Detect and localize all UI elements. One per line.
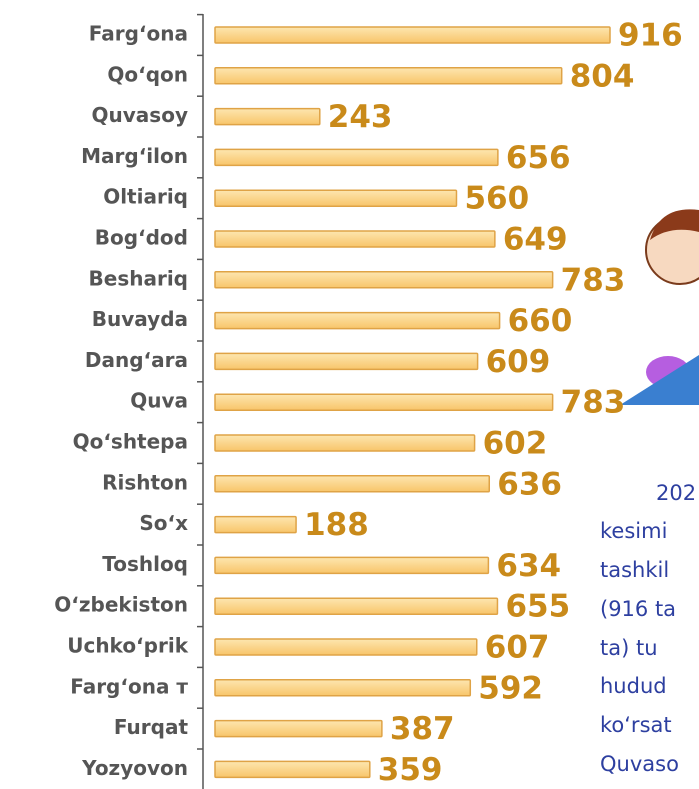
value-label: 609 (486, 344, 551, 380)
value-label: 636 (497, 466, 562, 502)
bar (214, 107, 321, 126)
body-text: Quvaso (600, 752, 679, 776)
category-label: Rishton (102, 470, 188, 494)
value-label: 649 (503, 222, 568, 258)
category-label: Fargʻona (89, 22, 188, 46)
value-label: 916 (618, 18, 683, 54)
category-label: Margʻilon (81, 144, 188, 168)
value-label: 592 (478, 670, 543, 706)
value-label: 660 (508, 303, 573, 339)
value-label: 804 (570, 58, 635, 94)
bar (214, 515, 297, 534)
value-label: 387 (390, 711, 455, 747)
body-text: tashkil (600, 558, 669, 582)
bar (214, 638, 478, 656)
category-label: Qoʻshtepa (73, 430, 188, 454)
bar (214, 434, 476, 452)
value-label: 359 (378, 752, 443, 788)
bar (214, 26, 611, 44)
value-label: 655 (505, 589, 570, 625)
category-label: Soʻx (139, 511, 188, 535)
body-text: 202 (656, 481, 696, 505)
body-text: koʻrsat (600, 713, 672, 737)
bar (214, 719, 383, 738)
category-label: Dangʻara (85, 348, 188, 372)
bar (214, 67, 563, 85)
bar (214, 271, 554, 289)
bar (214, 189, 458, 207)
category-label: Oltiariq (103, 185, 188, 209)
category-label: Yozyovon (81, 756, 188, 780)
category-label: Bogʻdod (95, 226, 188, 250)
value-label: 188 (304, 507, 369, 543)
bar (214, 597, 499, 615)
category-label: Furqat (114, 715, 189, 739)
category-label: Oʻzbekiston (54, 593, 188, 617)
bar (214, 148, 499, 167)
bar (214, 475, 491, 493)
body-text: (916 ta (600, 597, 676, 621)
value-label: 634 (496, 548, 561, 584)
value-label: 607 (485, 630, 550, 666)
bar (214, 679, 472, 697)
category-label: Fargʻona т (70, 674, 188, 698)
category-label: Qoʻqon (107, 62, 188, 86)
bar (214, 352, 479, 371)
category-label: Beshariq (89, 266, 188, 290)
category-label: Quvasoy (92, 103, 188, 127)
value-label: 783 (561, 262, 626, 298)
value-label: 783 (561, 385, 626, 421)
body-text: hudud (600, 674, 667, 698)
bar (214, 230, 496, 248)
bar (214, 556, 490, 575)
value-label: 243 (328, 99, 393, 135)
bar (214, 393, 554, 411)
body-text: kesimi (600, 519, 667, 543)
value-label: 602 (483, 426, 548, 462)
illustration (620, 209, 699, 405)
value-label: 560 (464, 181, 529, 217)
category-label: Toshloq (102, 552, 188, 576)
bar (214, 760, 371, 779)
category-label: Buvayda (92, 307, 188, 331)
category-label: Quva (130, 389, 188, 413)
body-text: ta) tu (600, 636, 658, 660)
value-label: 656 (506, 140, 571, 176)
bar (214, 311, 501, 330)
category-label: Uchkoʻprik (67, 634, 188, 658)
